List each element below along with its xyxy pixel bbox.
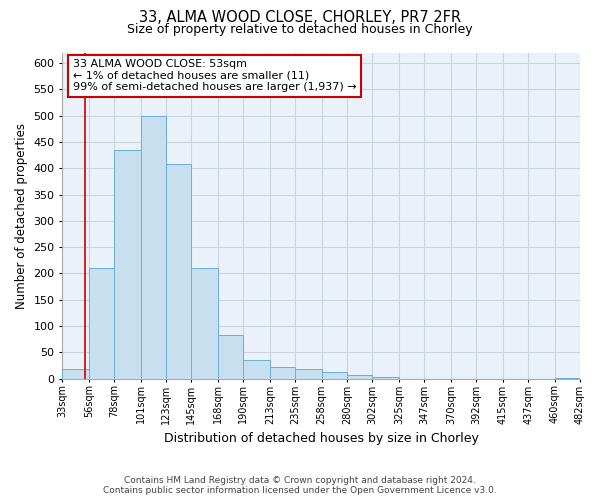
Bar (89, 268, 114, 378)
Bar (141, 116, 166, 378)
Bar (244, 360, 270, 378)
Y-axis label: Number of detached properties: Number of detached properties (15, 122, 28, 308)
Bar (166, 164, 191, 378)
Text: 33 ALMA WOOD CLOSE: 53sqm
← 1% of detached houses are smaller (11)
99% of semi-d: 33 ALMA WOOD CLOSE: 53sqm ← 1% of detach… (73, 59, 356, 92)
Bar (347, 375, 373, 378)
Bar (191, 268, 218, 378)
Bar (295, 370, 322, 378)
Bar (322, 372, 347, 378)
Bar (373, 377, 399, 378)
Bar (114, 150, 141, 378)
Bar (218, 335, 244, 378)
Bar (62, 370, 89, 378)
Text: 33, ALMA WOOD CLOSE, CHORLEY, PR7 2FR: 33, ALMA WOOD CLOSE, CHORLEY, PR7 2FR (139, 10, 461, 25)
Bar (270, 367, 295, 378)
X-axis label: Distribution of detached houses by size in Chorley: Distribution of detached houses by size … (164, 432, 479, 445)
Text: Size of property relative to detached houses in Chorley: Size of property relative to detached ho… (127, 22, 473, 36)
Text: Contains HM Land Registry data © Crown copyright and database right 2024.
Contai: Contains HM Land Registry data © Crown c… (103, 476, 497, 495)
